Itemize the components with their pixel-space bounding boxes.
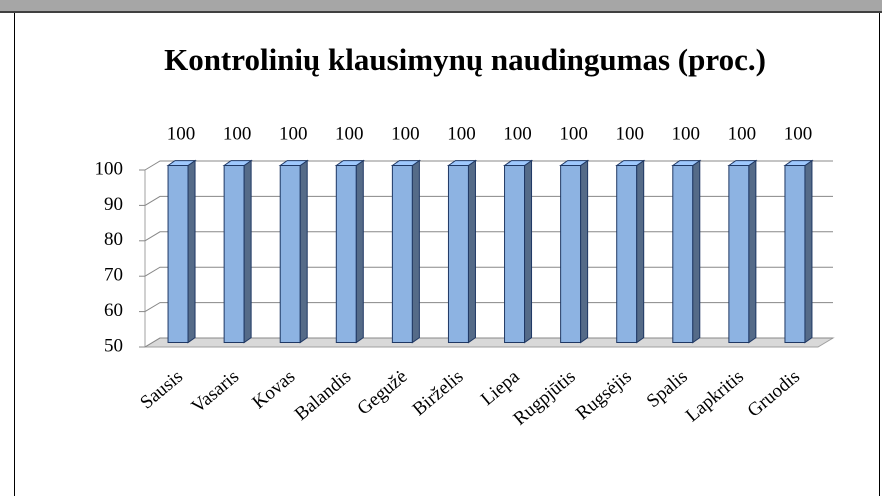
bar <box>166 159 197 344</box>
x-tick-label: Sausis <box>136 366 187 413</box>
value-label: 100 <box>672 123 701 144</box>
bar-front <box>167 165 189 343</box>
grid-line <box>144 160 833 171</box>
bar-top <box>783 160 814 166</box>
bar-side <box>748 159 757 344</box>
bar-top <box>671 160 702 166</box>
x-tick-label: Kovas <box>249 366 300 413</box>
bar-side <box>467 159 476 344</box>
value-label: 100 <box>447 123 476 144</box>
grid-line <box>144 266 833 277</box>
y-tick-label: 70 <box>104 265 123 286</box>
bar-front <box>279 165 301 343</box>
bar-front <box>335 165 357 343</box>
x-tick-label: Gegužė <box>353 366 411 419</box>
bar-front <box>504 165 526 343</box>
bar <box>222 159 253 344</box>
bar-top <box>615 160 646 166</box>
bar <box>278 159 309 344</box>
bar <box>446 159 478 344</box>
x-tick-label: Vasaris <box>188 366 244 417</box>
bar-top <box>559 160 590 166</box>
grid-line <box>144 302 833 313</box>
bar-side <box>411 159 420 344</box>
value-label: 100 <box>279 123 308 144</box>
bar <box>334 159 365 344</box>
bar-side <box>355 159 364 344</box>
bar-top <box>727 160 758 166</box>
bar-front <box>728 165 750 343</box>
bar <box>615 159 646 344</box>
window-bar <box>0 0 882 13</box>
y-tick-label: 50 <box>104 335 123 356</box>
bar-front <box>784 165 806 343</box>
value-label: 100 <box>223 123 252 144</box>
x-tick-label: Birželis <box>409 366 468 420</box>
chart-title: Kontrolinių klausimynų naudingumas (proc… <box>164 42 766 77</box>
bar-front <box>616 165 638 343</box>
bar-side <box>187 159 196 344</box>
bar <box>502 159 534 344</box>
bar-front <box>447 165 469 343</box>
value-label: 100 <box>728 123 757 144</box>
x-tick-label: Liepa <box>477 366 524 410</box>
value-label: 100 <box>167 123 196 144</box>
x-tick-label: Gruodis <box>744 366 804 421</box>
bar-front <box>560 165 582 343</box>
bar-top <box>278 160 309 166</box>
x-tick-label: Spalis <box>643 366 692 412</box>
grid-line <box>144 231 833 242</box>
x-tick-label: Rugsėjis <box>572 366 636 424</box>
bar-side <box>636 159 645 344</box>
value-label: 100 <box>615 123 644 144</box>
bar-front <box>391 165 413 343</box>
bar <box>783 159 814 344</box>
x-tick-label: Balandis <box>291 366 355 425</box>
bar-top <box>222 160 253 166</box>
bar-side <box>692 159 701 344</box>
value-label: 100 <box>559 123 588 144</box>
x-tick-label: Lapkritis <box>682 366 748 426</box>
bar-front <box>672 165 694 343</box>
x-tick-label: Rugpjūtis <box>510 366 580 430</box>
bar-side <box>299 159 308 344</box>
bar <box>671 159 702 344</box>
bar <box>559 159 590 344</box>
frame <box>14 13 880 496</box>
value-label: 100 <box>335 123 364 144</box>
bar-side <box>804 159 813 344</box>
bar-side <box>524 159 533 344</box>
bar-top <box>166 160 197 166</box>
bar-top <box>502 160 534 166</box>
bar-top <box>334 160 365 166</box>
bar-front <box>223 165 245 343</box>
bar-side <box>243 159 252 344</box>
grid-line <box>144 337 833 348</box>
grid-line <box>144 195 833 206</box>
value-label: 100 <box>391 123 420 144</box>
y-tick-label: 100 <box>95 158 124 179</box>
bar <box>390 159 421 344</box>
y-tick-label: 60 <box>104 300 123 321</box>
y-tick-label: 90 <box>104 194 123 215</box>
bar-top <box>446 160 478 166</box>
y-tick-label: 80 <box>104 229 123 250</box>
value-label: 100 <box>503 123 532 144</box>
value-label: 100 <box>784 123 813 144</box>
bar-side <box>580 159 589 344</box>
bar <box>727 159 758 344</box>
bar-top <box>390 160 421 166</box>
